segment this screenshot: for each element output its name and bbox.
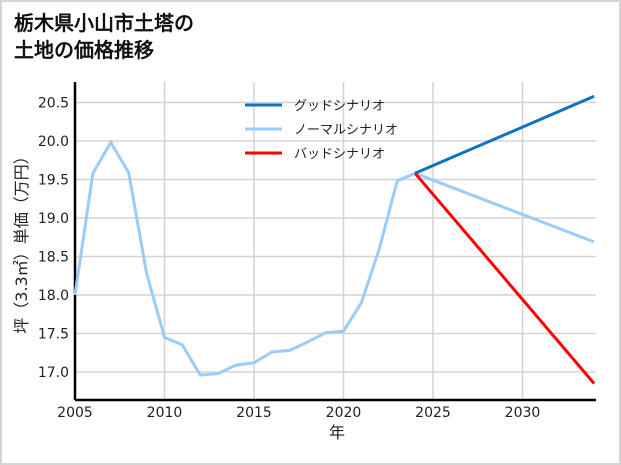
x-tick-label: 2030 (505, 405, 541, 421)
y-tick-label: 18.5 (38, 250, 69, 266)
series-line (414, 94, 595, 175)
y-tick-label: 17.5 (38, 327, 69, 343)
chart-title: 栃木県小山市土塔の 土地の価格推移 (14, 11, 194, 62)
y-tick-label: 19.0 (38, 211, 69, 227)
x-tick-label: 2010 (147, 405, 183, 421)
y-tick-label: 20.0 (38, 134, 69, 150)
legend-label: グッドシナリオ (294, 99, 385, 114)
y-tick-label: 18.0 (38, 288, 69, 304)
x-axis-label: 年 (329, 423, 345, 442)
series-line (73, 139, 595, 377)
series-line (413, 172, 596, 385)
legend-label: バッドシナリオ (294, 147, 385, 162)
grid (74, 82, 596, 400)
x-tick-label: 2025 (415, 405, 451, 421)
y-tick-label: 19.5 (38, 173, 69, 189)
x-tick-label: 2020 (326, 405, 362, 421)
x-tick-label: 2005 (57, 405, 93, 421)
y-axis-label: 坪（3.3㎡）単価（万円） (12, 148, 31, 333)
legend-label: ノーマルシナリオ (294, 123, 398, 138)
y-tick-label: 20.5 (38, 96, 69, 112)
y-tick-label: 17.0 (38, 365, 69, 381)
x-tick-label: 2015 (236, 405, 272, 421)
